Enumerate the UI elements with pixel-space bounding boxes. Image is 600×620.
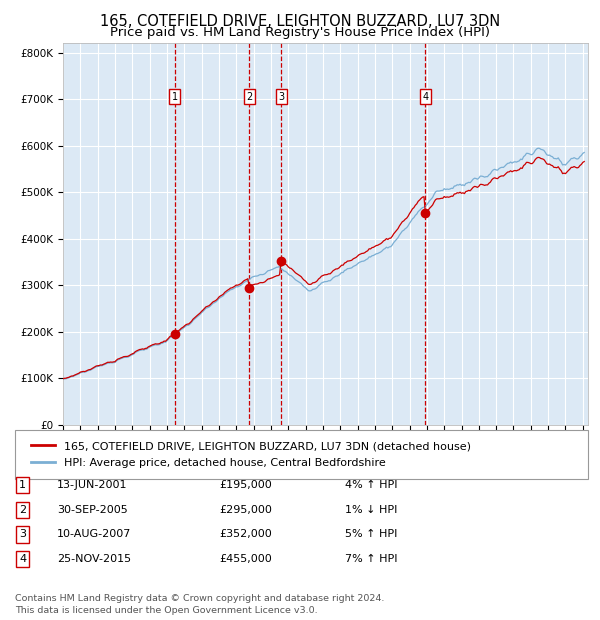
Text: 3: 3 xyxy=(19,529,26,539)
Text: 13-JUN-2001: 13-JUN-2001 xyxy=(57,480,128,490)
Text: Price paid vs. HM Land Registry's House Price Index (HPI): Price paid vs. HM Land Registry's House … xyxy=(110,26,490,39)
Text: 30-SEP-2005: 30-SEP-2005 xyxy=(57,505,128,515)
Text: £295,000: £295,000 xyxy=(219,505,272,515)
Text: 1% ↓ HPI: 1% ↓ HPI xyxy=(345,505,397,515)
Text: 1: 1 xyxy=(172,92,178,102)
FancyBboxPatch shape xyxy=(15,430,588,479)
Legend: 165, COTEFIELD DRIVE, LEIGHTON BUZZARD, LU7 3DN (detached house), HPI: Average p: 165, COTEFIELD DRIVE, LEIGHTON BUZZARD, … xyxy=(26,436,476,472)
Text: 4% ↑ HPI: 4% ↑ HPI xyxy=(345,480,398,490)
Text: Contains HM Land Registry data © Crown copyright and database right 2024.
This d: Contains HM Land Registry data © Crown c… xyxy=(15,593,385,615)
Text: 3: 3 xyxy=(278,92,284,102)
Text: £352,000: £352,000 xyxy=(219,529,272,539)
Text: 2: 2 xyxy=(246,92,253,102)
Text: £195,000: £195,000 xyxy=(219,480,272,490)
Text: 165, COTEFIELD DRIVE, LEIGHTON BUZZARD, LU7 3DN: 165, COTEFIELD DRIVE, LEIGHTON BUZZARD, … xyxy=(100,14,500,29)
Text: £455,000: £455,000 xyxy=(219,554,272,564)
Text: 25-NOV-2015: 25-NOV-2015 xyxy=(57,554,131,564)
Text: 10-AUG-2007: 10-AUG-2007 xyxy=(57,529,131,539)
Text: 1: 1 xyxy=(19,480,26,490)
Text: 5% ↑ HPI: 5% ↑ HPI xyxy=(345,529,397,539)
Text: 4: 4 xyxy=(19,554,26,564)
Text: 4: 4 xyxy=(422,92,428,102)
Text: 7% ↑ HPI: 7% ↑ HPI xyxy=(345,554,398,564)
Text: 2: 2 xyxy=(19,505,26,515)
